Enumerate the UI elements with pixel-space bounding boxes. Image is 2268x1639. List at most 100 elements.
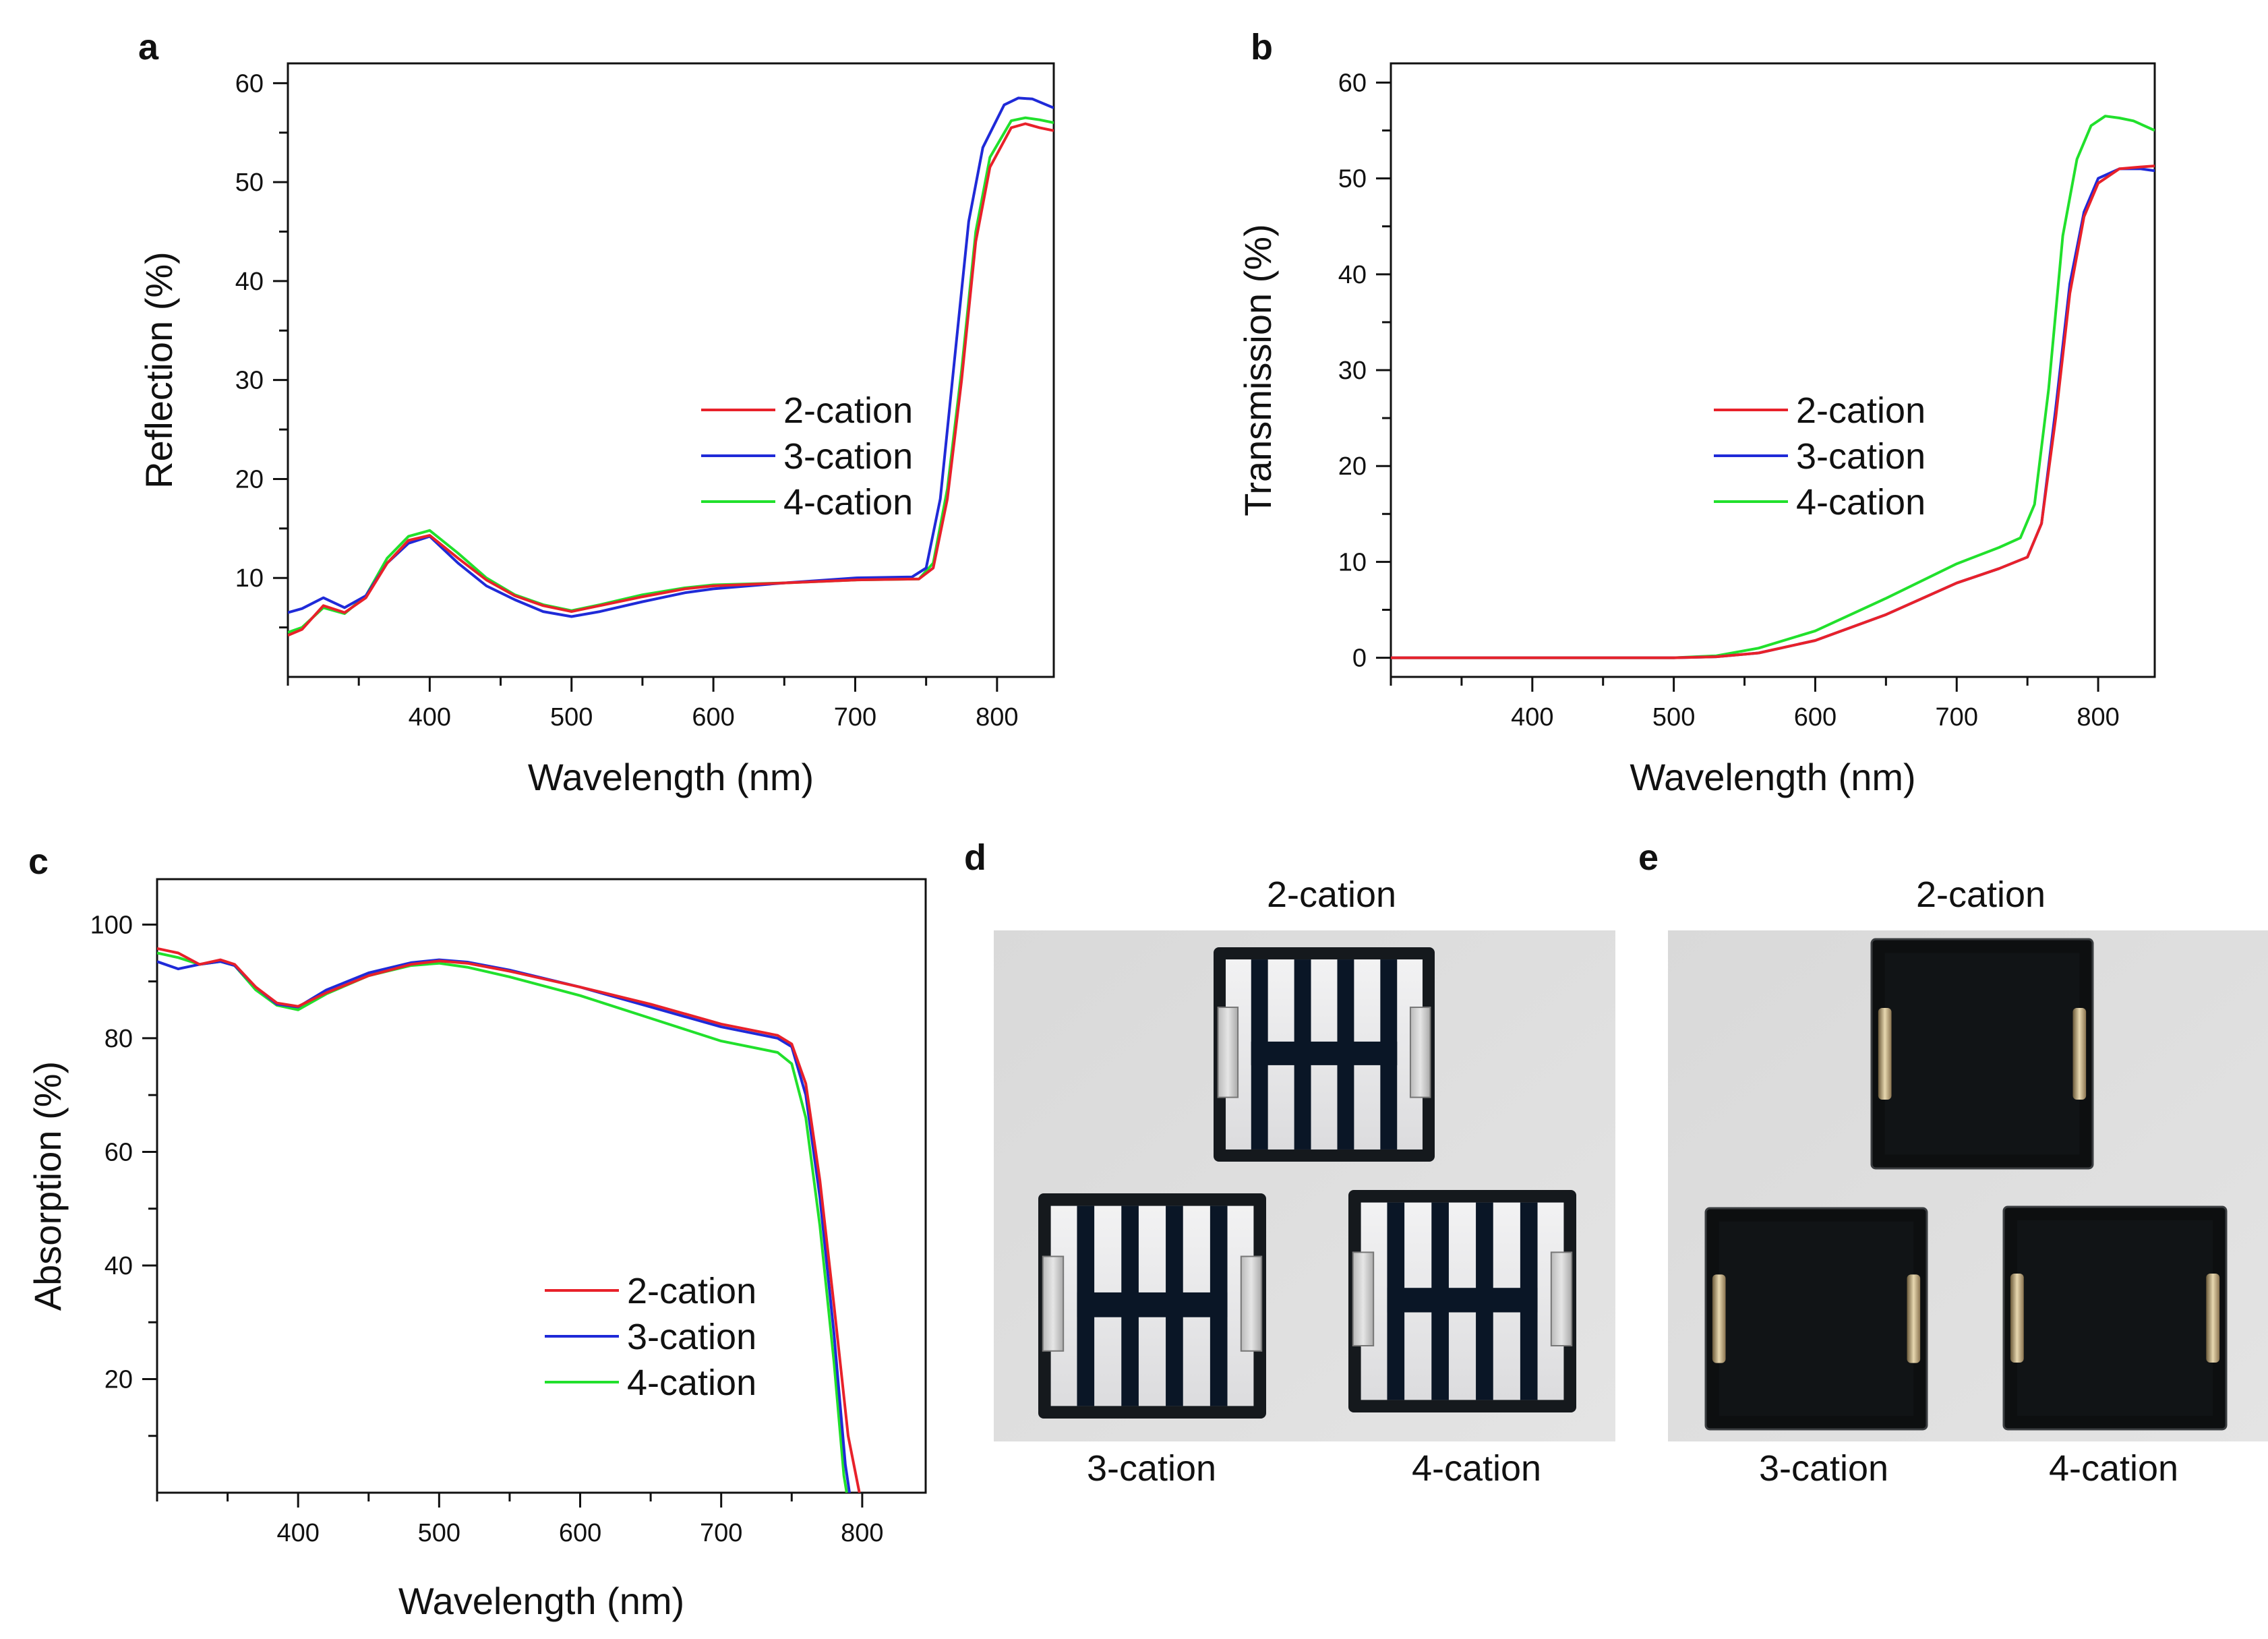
reflection-chart: a 400 500 600 700 800 10 20 30 40 50 60 Wavelength (…	[138, 27, 1055, 798]
device-absorber	[2017, 1220, 2213, 1417]
legend-label-4-cation: 4-cation	[627, 1363, 756, 1403]
legend-label-2-cation: 2-cation	[627, 1271, 756, 1311]
series-line-2-cation	[157, 947, 861, 1493]
device-active-strip	[1337, 959, 1354, 1150]
y-tick-label: 50	[1338, 165, 1367, 193]
y-tick-label: 80	[105, 1025, 133, 1053]
device-4-cation	[2002, 1205, 2228, 1431]
legend-label-4-cation: 4-cation	[1796, 482, 1926, 523]
device-contact-tab	[2206, 1274, 2220, 1363]
y-tick-label: 20	[235, 465, 264, 494]
device-active-band	[1251, 1041, 1398, 1065]
panel-letter-e: e	[1638, 837, 1659, 878]
series-line-4-cation	[288, 116, 1054, 634]
x-tick-label: 400	[409, 703, 451, 732]
device-active-strip	[1387, 1202, 1405, 1400]
device-active-band	[1387, 1288, 1538, 1313]
device-contact-tab	[1409, 1007, 1431, 1098]
y-tick-label: 60	[105, 1138, 133, 1166]
series-line-3-cation	[1391, 167, 2155, 659]
device-3-cation	[1038, 1193, 1266, 1419]
device-contact-tab	[2072, 1008, 2087, 1100]
absorption-chart: c 400 500 600 700 800 20 40 60 80 100 Wavelength (n…	[26, 841, 927, 1622]
device-contact-tab	[1878, 1008, 1892, 1100]
series-line-2-cation	[288, 122, 1054, 637]
photo-bottom-label-left: 3-cation	[1087, 1448, 1216, 1489]
x-tick-label: 600	[1794, 703, 1837, 732]
x-tick-label: 800	[2077, 703, 2119, 732]
device-active-strip	[1121, 1205, 1139, 1406]
y-tick-label: 60	[1338, 69, 1367, 97]
device-active-strip	[1431, 1202, 1449, 1400]
y-tick-label: 20	[105, 1365, 133, 1394]
x-tick-label: 800	[841, 1519, 883, 1547]
y-tick-label: 30	[235, 367, 264, 395]
device-absorber	[1884, 953, 2080, 1155]
photo-panel-d: d 2-cation 3-cation 4-cation	[964, 837, 1615, 1489]
panel-letter-b: b	[1251, 27, 1273, 67]
device-contact-tab	[2010, 1274, 2024, 1363]
photo-bottom-label-right: 4-cation	[1412, 1448, 1541, 1489]
device-4-cation	[1348, 1190, 1576, 1412]
y-tick-label: 40	[105, 1252, 133, 1280]
panel-letter-c: c	[28, 841, 49, 882]
device-active-strip	[1210, 1205, 1228, 1406]
device-contact-tab	[1550, 1251, 1573, 1347]
device-contact-tab	[1217, 1007, 1239, 1098]
series-line-4-cation	[1391, 115, 2155, 659]
x-axis-title: Wavelength (nm)	[398, 1580, 684, 1622]
series-line-3-cation	[157, 958, 851, 1493]
x-tick-label: 600	[692, 703, 734, 732]
panel-letter-d: d	[964, 837, 986, 878]
legend-label-3-cation: 3-cation	[783, 436, 913, 477]
x-tick-label: 500	[418, 1519, 460, 1547]
device-2-cation	[1214, 947, 1435, 1162]
series-line-4-cation	[157, 951, 848, 1493]
device-contact-tab	[1907, 1274, 1921, 1363]
device-active-strip	[1380, 959, 1398, 1150]
plot-frame	[156, 878, 927, 1494]
plot-frame	[287, 62, 1055, 678]
y-tick-label: 10	[1338, 548, 1367, 576]
device-contact-tab	[1042, 1255, 1065, 1352]
x-tick-label: 400	[276, 1519, 319, 1547]
x-tick-label: 700	[834, 703, 876, 732]
y-axis-title: Transmission (%)	[1236, 224, 1279, 516]
device-contact-tab	[1240, 1255, 1263, 1352]
y-tick-label: 60	[235, 69, 264, 98]
photo-top-label: 2-cation	[1916, 874, 2046, 915]
y-axis-title: Absorption (%)	[26, 1061, 69, 1311]
x-axis-title: Wavelength (nm)	[1630, 756, 1915, 798]
legend-label-2-cation: 2-cation	[783, 390, 913, 431]
legend-label-2-cation: 2-cation	[1796, 390, 1926, 431]
y-tick-label: 100	[90, 911, 133, 939]
device-contact-tab	[1352, 1251, 1375, 1347]
x-tick-label: 500	[1652, 703, 1695, 732]
plot-frame	[1390, 62, 2156, 678]
photo-panel-e: e 2-cation 3-cation 4-cation	[1638, 837, 2268, 1489]
legend-label-4-cation: 4-cation	[783, 482, 913, 523]
device-active-strip	[1294, 959, 1311, 1150]
legend-label-3-cation: 3-cation	[1796, 436, 1926, 477]
device-2-cation	[1870, 938, 2094, 1170]
y-tick-label: 0	[1352, 645, 1367, 673]
x-tick-label: 400	[1511, 703, 1553, 732]
x-tick-label: 700	[1936, 703, 1978, 732]
y-tick-label: 40	[1338, 261, 1367, 289]
device-active-strip	[1166, 1205, 1183, 1406]
y-tick-label: 10	[235, 564, 264, 593]
x-axis-title: Wavelength (nm)	[528, 756, 814, 798]
device-active-strip	[1476, 1202, 1493, 1400]
photo-bottom-label-right: 4-cation	[2049, 1448, 2178, 1489]
device-active-strip	[1520, 1202, 1538, 1400]
y-tick-label: 40	[235, 268, 264, 296]
photo-top-label: 2-cation	[1267, 874, 1396, 915]
device-active-strip	[1251, 959, 1268, 1150]
x-tick-label: 600	[559, 1519, 601, 1547]
device-contact-tab	[1712, 1274, 1726, 1363]
device-active-band	[1077, 1292, 1228, 1317]
x-tick-label: 700	[700, 1519, 742, 1547]
y-tick-label: 50	[235, 169, 264, 197]
series-line-2-cation	[1391, 165, 2155, 659]
